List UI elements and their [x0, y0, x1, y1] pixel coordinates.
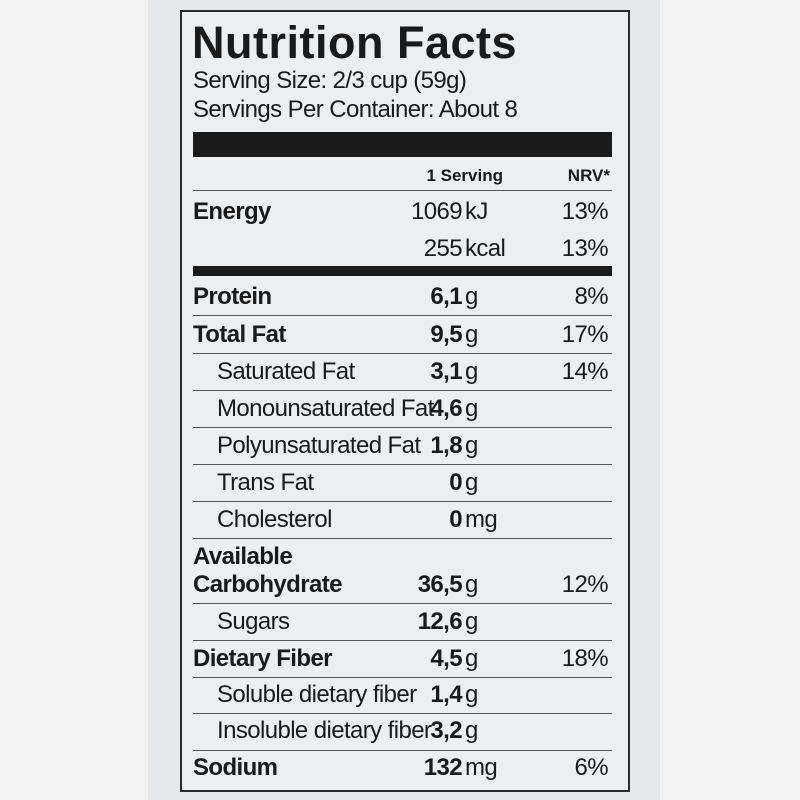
servings-per-container: Servings Per Container: About 8 — [193, 96, 518, 123]
rule — [193, 713, 612, 714]
row-unit: g — [465, 283, 478, 310]
row-unit: g — [465, 608, 478, 635]
row-label: Monounsaturated Fat — [217, 395, 434, 422]
row-nrv: 6% — [574, 754, 609, 781]
row-nrv: 13% — [561, 235, 609, 262]
rule — [193, 427, 612, 428]
row-label: Trans Fat — [217, 469, 314, 496]
row-label: Polyunsaturated Fat — [217, 432, 421, 459]
row-unit: g — [465, 321, 478, 348]
rule — [193, 538, 612, 539]
row-unit: g — [465, 645, 478, 672]
header-nrv: NRV* — [567, 166, 610, 185]
row-nrv: 12% — [561, 571, 609, 598]
rule — [193, 190, 612, 191]
rule — [193, 353, 612, 354]
row-amount: 0 — [449, 506, 462, 533]
thick-bar — [193, 266, 612, 276]
serving-size: Serving Size: 2/3 cup (59g) — [193, 67, 467, 94]
row-label: Cholesterol — [217, 506, 332, 533]
row-amount: 36,5 — [417, 571, 463, 598]
row-nrv: 8% — [574, 283, 609, 310]
rule — [193, 750, 612, 751]
row-label: Insoluble dietary fiber — [217, 717, 432, 744]
row-amount: 4,6 — [430, 395, 462, 422]
row-unit: g — [465, 432, 478, 459]
row-unit: g — [465, 358, 478, 385]
row-amount: 4,5 — [430, 645, 462, 672]
row-nrv: 17% — [561, 321, 609, 348]
rule — [193, 390, 612, 391]
row-unit: g — [465, 571, 478, 598]
row-amount: 6,1 — [430, 283, 462, 310]
row-unit: g — [465, 717, 478, 744]
rule — [193, 315, 612, 316]
row-unit: g — [465, 681, 478, 708]
row-label: Sodium — [193, 754, 278, 781]
header-amount: 1 Serving — [426, 166, 503, 185]
row-unit: mg — [465, 754, 498, 781]
row-unit: kJ — [465, 198, 488, 225]
rule — [193, 640, 612, 641]
row-unit: kcal — [465, 235, 506, 262]
row-label: Saturated Fat — [217, 358, 355, 385]
title: Nutrition Facts — [192, 17, 518, 68]
row-label: Protein — [193, 283, 272, 310]
row-unit: g — [465, 469, 478, 496]
row-label: Total Fat — [193, 321, 286, 348]
row-amount: 9,5 — [430, 321, 462, 348]
row-amount: 1069 — [411, 198, 463, 225]
row-amount: 132 — [423, 754, 463, 781]
row-label: Soluble dietary fiber — [217, 681, 417, 708]
rule — [193, 603, 612, 604]
row-amount: 255 — [423, 235, 463, 262]
row-amount: 0 — [449, 469, 462, 496]
rule — [193, 501, 612, 502]
row-label: Dietary Fiber — [193, 645, 333, 672]
rule — [193, 677, 612, 678]
row-amount: 1,8 — [430, 432, 462, 459]
row-nrv: 13% — [561, 198, 609, 225]
row-unit: g — [465, 395, 478, 422]
row-unit: mg — [465, 506, 498, 533]
row-amount: 12,6 — [417, 608, 463, 635]
row-label: Energy — [193, 198, 271, 225]
row-nrv: 18% — [561, 645, 609, 672]
row-amount: 1,4 — [430, 681, 462, 708]
row-nrv: 14% — [561, 358, 609, 385]
row-amount: 3,2 — [430, 717, 462, 744]
row-label: Available Carbohydrate — [193, 543, 342, 598]
rule — [193, 464, 612, 465]
thick-bar — [193, 132, 612, 157]
row-label: Sugars — [217, 608, 290, 635]
row-amount: 3,1 — [430, 358, 462, 385]
